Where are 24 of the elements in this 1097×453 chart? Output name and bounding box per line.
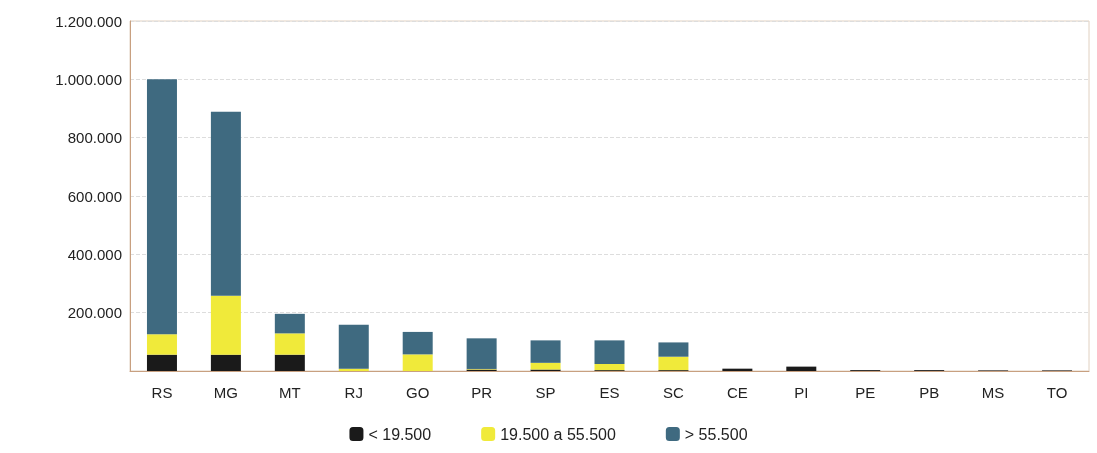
- x-tick-label: TO: [1046, 384, 1068, 401]
- legend-label: 19.500 a 55.500: [500, 425, 616, 443]
- x-tick-label: PI: [794, 384, 809, 401]
- y-tick-label: 400.000: [67, 245, 122, 263]
- y-tick-label: 1.000.000: [55, 70, 122, 88]
- x-tick-label: RJ: [344, 384, 363, 401]
- x-tick-label: RS: [151, 384, 173, 401]
- x-tick-label: PR: [471, 384, 493, 401]
- x-tick-label: CE: [726, 384, 748, 401]
- x-tick-label: MG: [213, 384, 238, 401]
- y-tick-label: 800.000: [67, 129, 122, 147]
- x-tick-label: PE: [855, 384, 876, 401]
- x-tick-label: MT: [279, 384, 301, 401]
- y-tick-label: 200.000: [67, 304, 122, 322]
- y-tick-label: 600.000: [67, 187, 122, 205]
- x-tick-label: ES: [599, 384, 620, 401]
- y-tick-label: 1.200.000: [55, 12, 122, 30]
- legend-label: > 55.500: [684, 425, 748, 443]
- x-tick-label: SC: [663, 384, 685, 401]
- x-tick-label: MS: [981, 384, 1005, 401]
- x-tick-label: SP: [535, 384, 556, 401]
- x-tick-label: PB: [919, 384, 940, 401]
- legend-label: < 19.500: [368, 425, 432, 443]
- x-tick-label: GO: [406, 384, 430, 401]
